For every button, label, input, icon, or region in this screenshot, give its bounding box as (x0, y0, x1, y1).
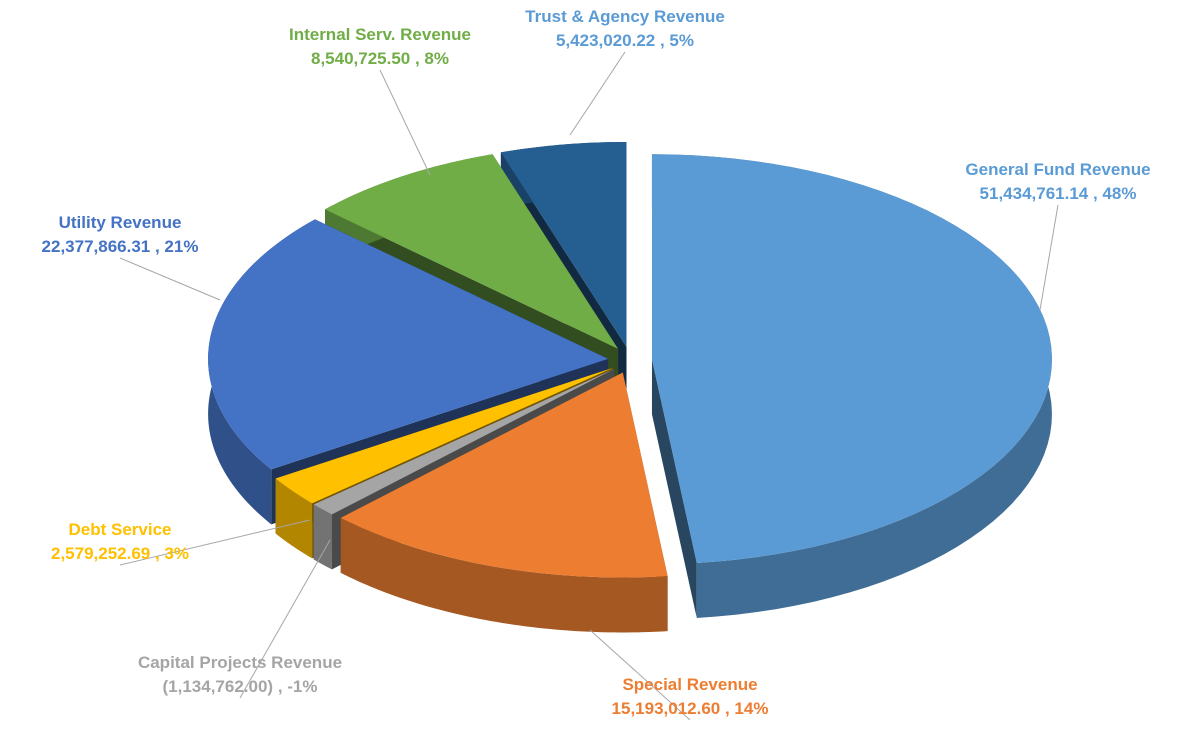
slice-wall (313, 504, 332, 570)
label-value: 2,579,252.69 (51, 544, 150, 563)
slice (208, 219, 609, 470)
leader-line (239, 539, 331, 699)
label-name: Capital Projects Revenue (138, 653, 342, 672)
label-sep: , (655, 31, 669, 50)
label-sep: , (410, 49, 424, 68)
label-percent: 14% (734, 699, 768, 718)
label-value: 22,377,866.31 (42, 237, 151, 256)
data-label: Debt Service 2,579,252.69 , 3% (51, 520, 189, 563)
data-label: General Fund Revenue 51,434,761.14 , 48% (965, 160, 1150, 203)
data-label: Trust & Agency Revenue 5,423,020.22 , 5% (525, 7, 725, 50)
label-sep: , (720, 699, 734, 718)
data-label: Capital Projects Revenue (1,134,762.00) ,… (138, 653, 342, 696)
slice (651, 154, 1052, 563)
data-label: Special Revenue 15,193,012.60 , 14% (612, 675, 769, 718)
leader-line (589, 629, 691, 721)
leader-line (119, 519, 311, 566)
label-name: Debt Service (69, 520, 172, 539)
slice (500, 141, 627, 347)
label-value: 5,423,020.22 (556, 31, 655, 50)
label-sep: , (273, 677, 287, 696)
leader-line (1039, 204, 1059, 311)
data-label: Internal Serv. Revenue 8,540,725.50 , 8% (289, 25, 471, 68)
leader-line (379, 69, 431, 176)
leader-line (569, 51, 626, 136)
label-name: Trust & Agency Revenue (525, 7, 725, 26)
label-percent: 5% (669, 31, 694, 50)
label-sep: , (1088, 184, 1102, 203)
label-percent: 3% (164, 544, 189, 563)
label-name: Internal Serv. Revenue (289, 25, 471, 44)
label-percent: 8% (424, 49, 449, 68)
slice (275, 367, 613, 504)
leader-line (119, 257, 221, 301)
label-percent: 48% (1102, 184, 1136, 203)
label-value: 51,434,761.14 (980, 184, 1089, 203)
label-name: General Fund Revenue (965, 160, 1150, 179)
label-sep: , (150, 237, 164, 256)
label-name: Utility Revenue (59, 213, 182, 232)
slice-side (651, 359, 697, 618)
data-label: Utility Revenue 22,377,866.31 , 21% (42, 213, 199, 256)
label-value: 15,193,012.60 (612, 699, 721, 718)
label-value: (1,134,762.00) (163, 677, 274, 696)
slice (324, 154, 619, 349)
label-percent: 21% (164, 237, 198, 256)
slice-wall (275, 478, 313, 559)
slice (340, 372, 668, 578)
label-name: Special Revenue (622, 675, 757, 694)
label-sep: , (150, 544, 164, 563)
slice-wall (340, 517, 668, 633)
label-value: 8,540,725.50 (311, 49, 410, 68)
label-percent: -1% (287, 677, 317, 696)
slice (313, 369, 614, 515)
